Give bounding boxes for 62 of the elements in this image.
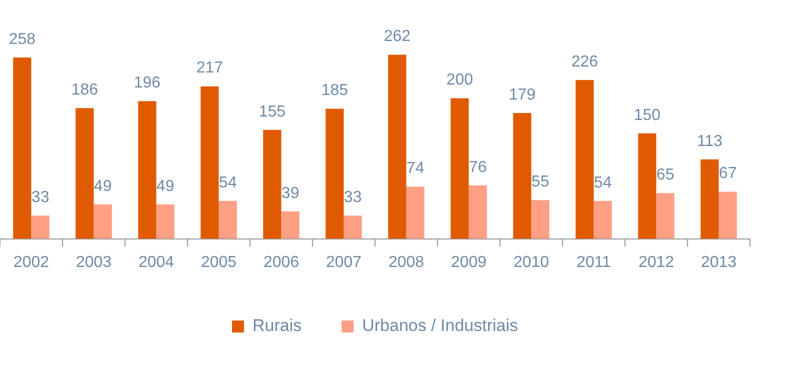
bar <box>263 130 282 239</box>
data-label: 74 <box>406 160 424 178</box>
legend-label: Rurais <box>252 316 302 336</box>
x-tick-label: 2012 <box>638 254 674 271</box>
x-tick-label: 2009 <box>450 254 487 271</box>
bar <box>718 192 737 239</box>
data-label: 200 <box>446 72 474 89</box>
x-tick-label: 2004 <box>138 254 174 271</box>
bar <box>13 58 32 239</box>
bar <box>638 133 656 239</box>
data-label: 65 <box>656 166 674 184</box>
bar <box>700 159 719 239</box>
bar <box>388 54 406 239</box>
data-label: 258 <box>8 30 36 48</box>
x-tick-label: 2008 <box>388 254 424 271</box>
bar <box>76 108 94 239</box>
bar <box>594 200 612 239</box>
data-label: 226 <box>571 53 598 70</box>
bar <box>656 193 674 239</box>
data-label: 67 <box>718 165 737 182</box>
x-tick-label: 2006 <box>263 254 300 271</box>
bar <box>344 216 362 239</box>
bar <box>156 204 174 239</box>
data-label: 39 <box>281 184 300 202</box>
x-tick-label: 2003 <box>76 254 112 271</box>
data-label: 33 <box>344 189 362 206</box>
x-tick-label: 2013 <box>700 254 737 271</box>
data-label: 150 <box>634 106 661 124</box>
bar <box>576 80 594 239</box>
data-label: 196 <box>134 74 161 92</box>
x-tick-label: 2011 <box>576 254 612 271</box>
bar <box>200 86 219 239</box>
bar <box>281 211 300 239</box>
bar <box>450 98 469 239</box>
data-label: 49 <box>156 178 174 195</box>
bar <box>138 101 156 239</box>
data-label: 185 <box>321 82 348 100</box>
x-tick-label: 2007 <box>326 254 362 271</box>
bar <box>406 186 424 239</box>
legend-label: Urbanos / Industriais <box>362 316 518 336</box>
bar <box>94 204 112 239</box>
bar <box>326 108 344 239</box>
data-label: 55 <box>531 174 550 191</box>
bar <box>218 200 237 239</box>
data-label: 262 <box>384 28 411 46</box>
data-label: 33 <box>31 189 50 206</box>
bar <box>31 216 50 239</box>
x-tick-label: 2005 <box>200 254 237 271</box>
data-label: 186 <box>71 82 98 99</box>
x-tick-label: 2010 <box>513 254 550 271</box>
bar <box>513 113 532 239</box>
data-label: 54 <box>218 174 237 192</box>
x-tick-label: 2002 <box>13 254 50 271</box>
data-label: 113 <box>696 132 723 150</box>
bar <box>468 185 487 239</box>
data-label: 49 <box>94 178 112 195</box>
data-label: 155 <box>258 103 286 120</box>
bar <box>531 200 550 239</box>
data-label: 54 <box>594 174 612 192</box>
data-label: 217 <box>196 60 224 77</box>
data-label: 76 <box>468 158 487 176</box>
data-label: 179 <box>508 86 536 104</box>
